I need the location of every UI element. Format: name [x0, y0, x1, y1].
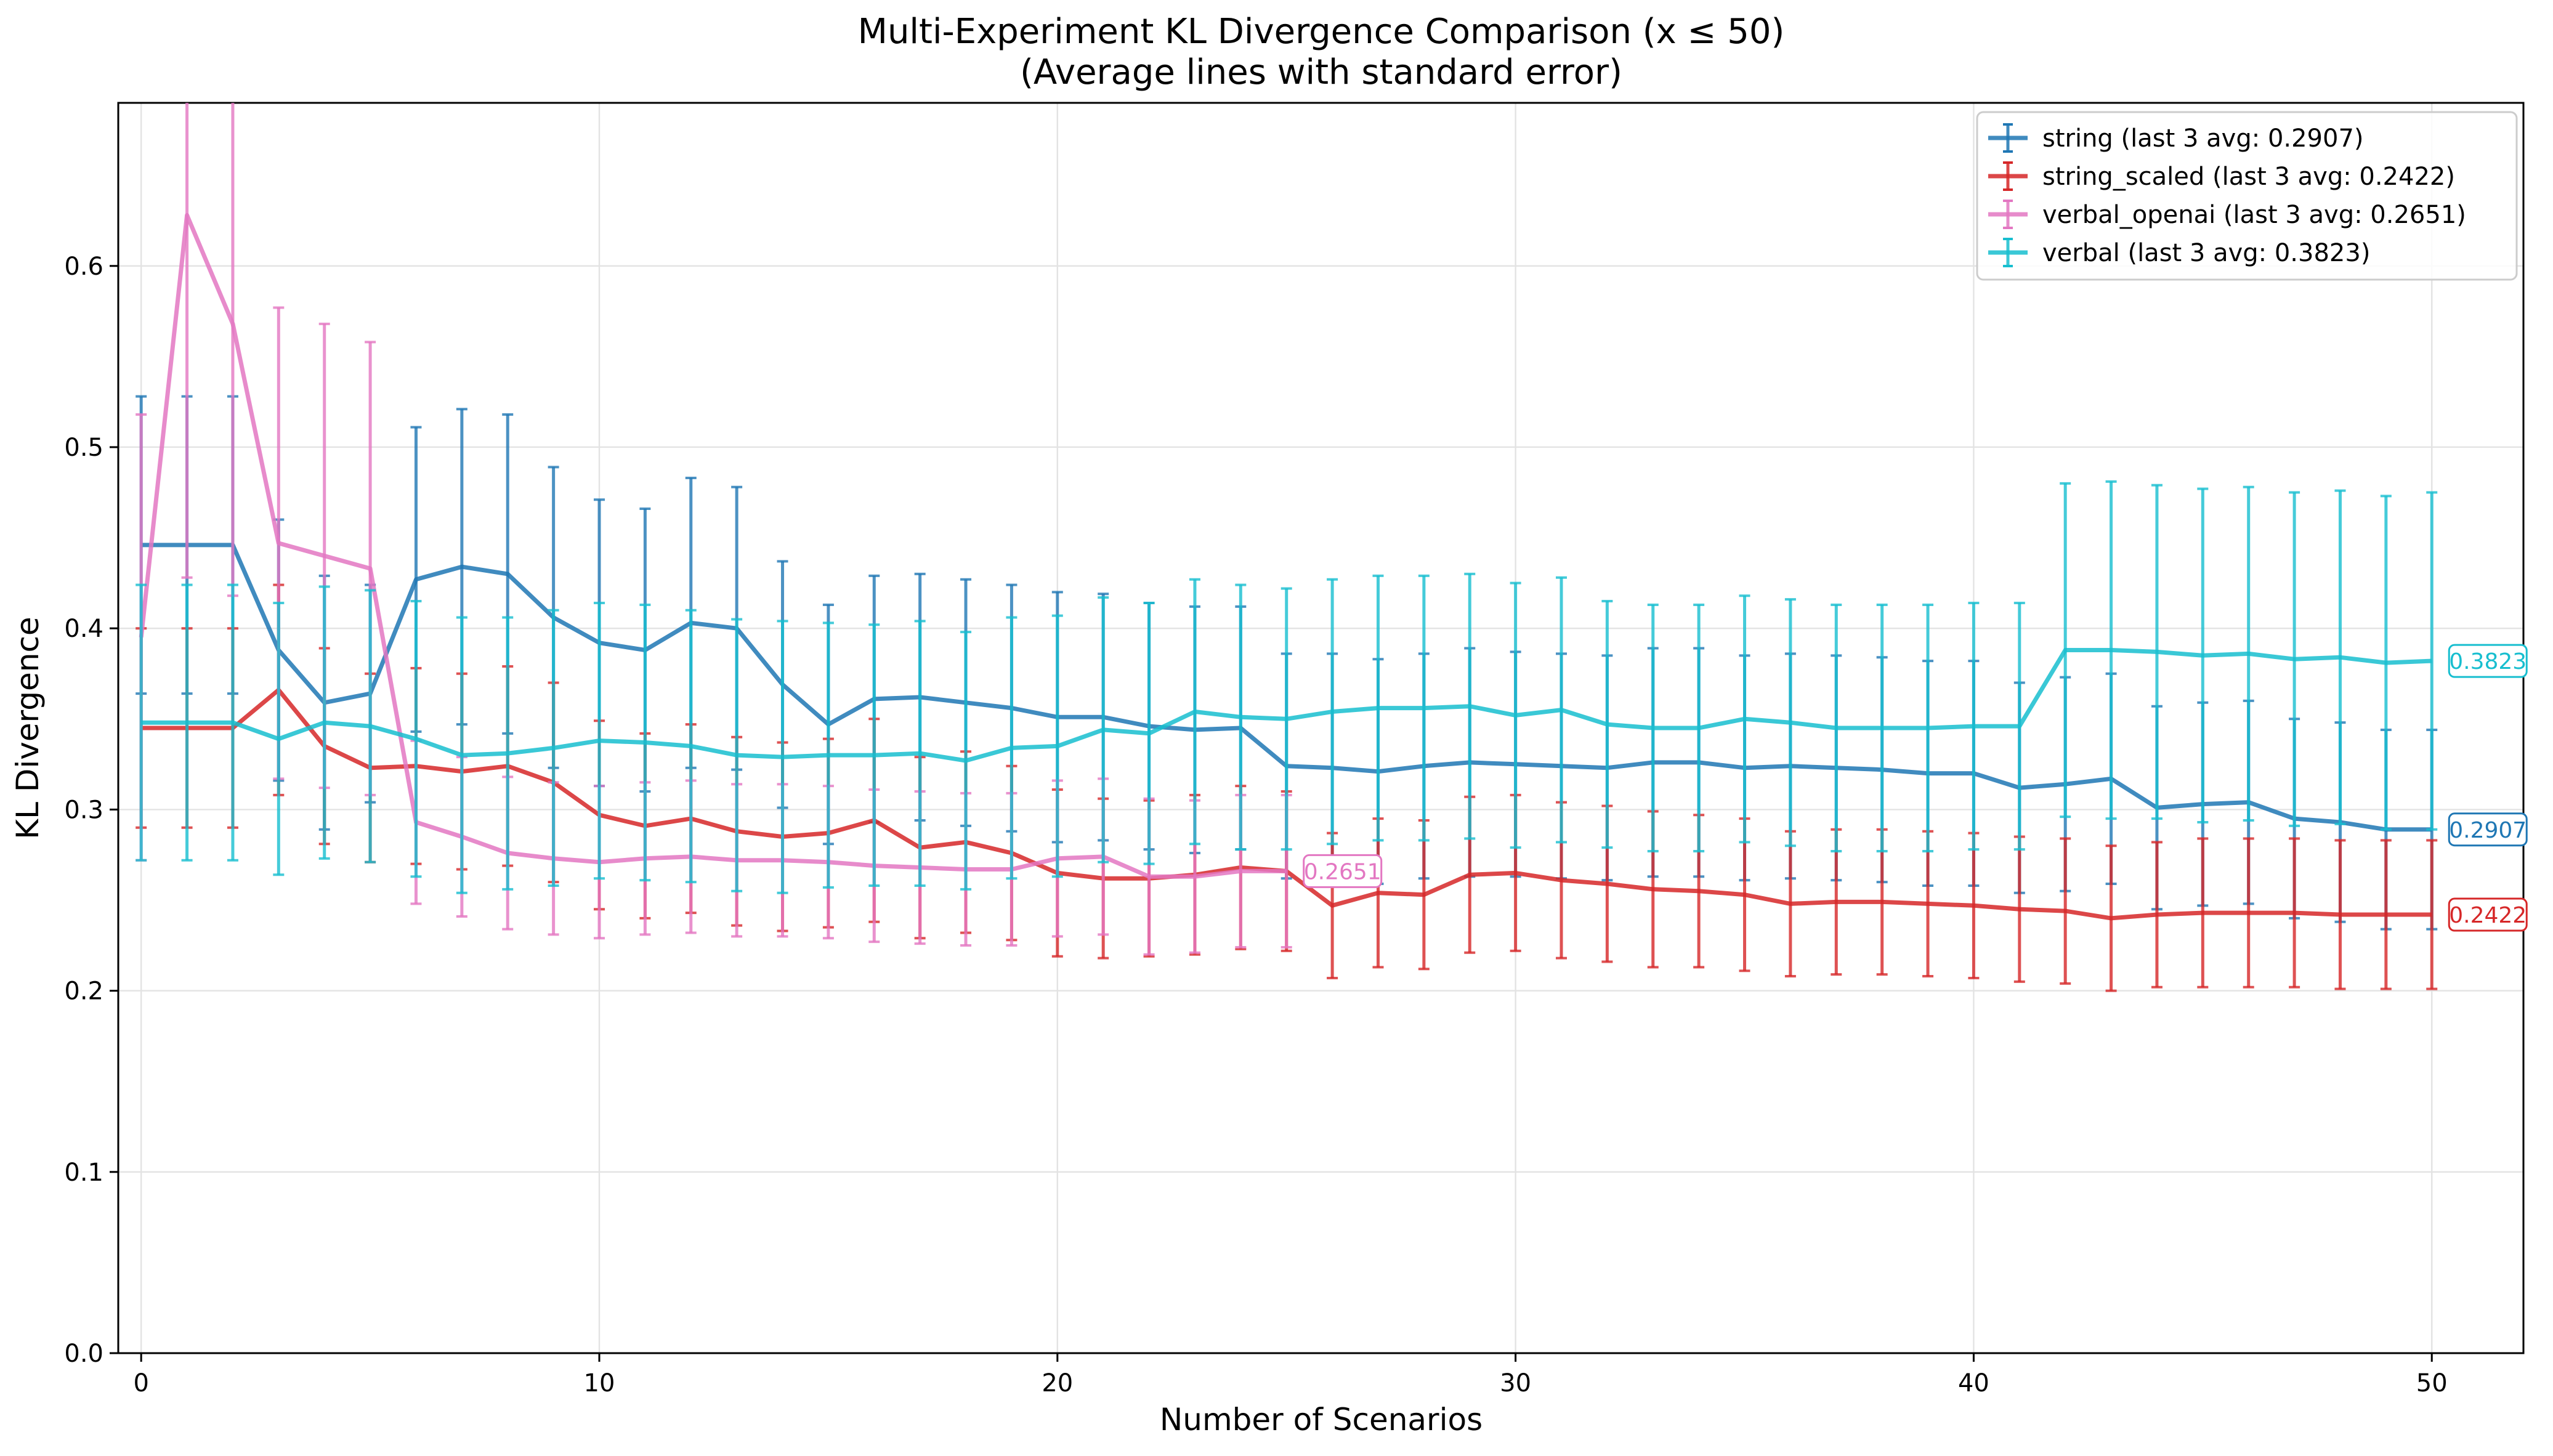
chart-title: Multi-Experiment KL Divergence Compariso…: [858, 12, 1785, 52]
legend-box: [1976, 111, 2518, 281]
legend-label: string_scaled (last 3 avg: 0.2422): [2042, 163, 2455, 191]
x-axis-label: Number of Scenarios: [1160, 1402, 1483, 1438]
y-tick-label: 0.6: [64, 253, 103, 281]
end-label-1: 0.2422: [2448, 897, 2528, 932]
y-tick-label: 0.5: [64, 434, 103, 462]
data-series: [136, 103, 2438, 992]
end-label-0: 0.2907: [2448, 812, 2528, 847]
y-tick-label: 0.3: [64, 796, 103, 824]
chart-subtitle: (Average lines with standard error): [1020, 52, 1622, 92]
y-tick-label: 0.2: [64, 977, 103, 1006]
x-tick-label: 40: [1958, 1369, 1989, 1397]
x-tick-label: 0: [133, 1369, 148, 1397]
end-label-box: [2448, 897, 2528, 932]
legend-label: string (last 3 avg: 0.2907): [2042, 124, 2364, 153]
legend-label: verbal (last 3 avg: 0.3823): [2042, 239, 2370, 267]
end-label-box: [2448, 644, 2528, 678]
y-tick-label: 0.4: [64, 615, 103, 643]
end-label-box: [1303, 854, 1383, 888]
legend-item-0: string (last 3 avg: 0.2907): [1988, 123, 2364, 153]
axes: 0 10 20 30 40 50 0.0 0.1 0.2 0.3 0.4 0.5 0.6: [64, 102, 2525, 1397]
end-label-box: [2448, 812, 2528, 847]
y-axis-label: KL Divergence: [10, 617, 46, 839]
legend: string (last 3 avg: 0.2907) string_scaled…: [1976, 111, 2518, 281]
legend-item-2: verbal_openai (last 3 avg: 0.2651): [1988, 200, 2466, 229]
end-label-2: 0.2651: [1303, 854, 1383, 888]
series-3: [136, 480, 2438, 894]
series-line: [139, 212, 1287, 879]
series-line: [141, 648, 2432, 763]
end-value-labels: 0.2907 0.2422 0.2651 0.3823: [1303, 644, 2528, 932]
legend-label: verbal_openai (last 3 avg: 0.2651): [2042, 201, 2466, 229]
end-label-text: 0.2907: [2449, 818, 2527, 843]
y-tick-label: 0.1: [64, 1159, 103, 1187]
x-tick-label: 50: [2416, 1369, 2448, 1397]
legend-item-3: verbal (last 3 avg: 0.3823): [1988, 238, 2370, 267]
x-tick-label: 30: [1500, 1369, 1531, 1397]
x-tick-label: 10: [584, 1369, 615, 1397]
y-tick-label: 0.0: [64, 1340, 103, 1368]
x-tick-label: 20: [1042, 1369, 1073, 1397]
end-label-text: 0.3823: [2449, 649, 2527, 674]
end-label-3: 0.3823: [2448, 644, 2528, 678]
plot-frame: [117, 102, 2525, 1354]
end-label-text: 0.2422: [2449, 903, 2527, 928]
legend-item-1: string_scaled (last 3 avg: 0.2422): [1988, 161, 2455, 191]
end-label-text: 0.2651: [1304, 859, 1382, 884]
